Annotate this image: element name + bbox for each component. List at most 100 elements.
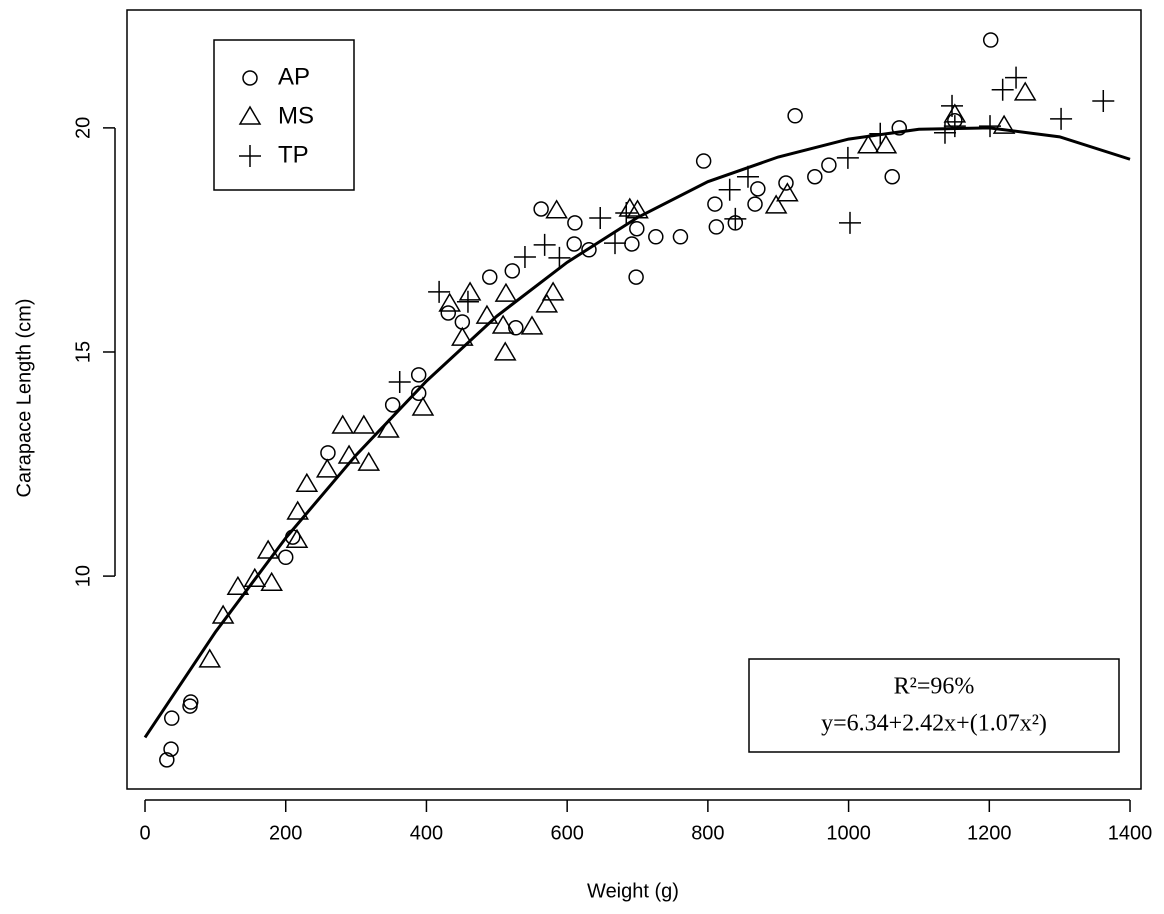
data-point xyxy=(315,458,339,478)
data-point xyxy=(226,575,250,596)
data-point xyxy=(286,500,310,520)
data-point xyxy=(295,472,319,492)
data-point xyxy=(589,206,612,229)
x-tick-label: 600 xyxy=(550,822,583,844)
data-point xyxy=(535,293,559,313)
data-point xyxy=(504,263,521,279)
data-point xyxy=(410,385,427,401)
legend-label: AP xyxy=(278,63,310,90)
data-point xyxy=(482,269,498,285)
data-point xyxy=(475,304,499,324)
data-point xyxy=(626,199,649,219)
data-point xyxy=(718,178,741,201)
data-point xyxy=(624,236,640,252)
legend-label: TP xyxy=(278,141,309,168)
data-point xyxy=(1092,89,1115,112)
data-point xyxy=(724,207,747,230)
x-tick-label: 0 xyxy=(139,822,150,844)
data-point xyxy=(615,202,638,225)
data-point xyxy=(991,78,1014,101)
x-axis-label: Weight (g) xyxy=(587,880,679,902)
data-point xyxy=(438,292,461,312)
y-tick-label: 20 xyxy=(72,117,94,139)
data-point xyxy=(778,175,794,191)
data-point xyxy=(285,529,301,545)
data-point xyxy=(533,201,549,217)
data-point xyxy=(982,32,999,48)
data-point xyxy=(736,165,759,188)
data-point xyxy=(1050,107,1073,130)
data-point xyxy=(604,232,627,255)
data-point xyxy=(979,115,1002,138)
data-point xyxy=(943,115,966,138)
data-point xyxy=(456,290,479,313)
data-point xyxy=(541,281,565,301)
data-point xyxy=(277,549,294,566)
y-tick-label: 15 xyxy=(72,341,94,363)
data-point xyxy=(493,341,517,361)
data-point xyxy=(884,168,900,185)
data-point xyxy=(581,242,597,258)
legend-marker xyxy=(242,70,258,86)
x-tick-label: 1200 xyxy=(967,822,1012,844)
legend-label: MS xyxy=(278,102,314,129)
data-point xyxy=(513,245,536,268)
data-point xyxy=(428,280,451,303)
x-tick-label: 1400 xyxy=(1108,822,1153,844)
data-point xyxy=(992,114,1016,134)
legend-marker xyxy=(239,145,261,167)
legend-marker xyxy=(238,105,262,125)
data-point xyxy=(410,367,427,383)
data-point xyxy=(256,539,280,559)
x-tick-label: 1000 xyxy=(826,822,871,844)
data-point xyxy=(750,181,766,197)
data-point xyxy=(320,445,336,461)
data-point xyxy=(695,153,712,169)
plot-frame xyxy=(126,9,1142,790)
data-point xyxy=(629,220,645,237)
data-point xyxy=(440,305,457,321)
data-point xyxy=(708,219,725,235)
data-point xyxy=(764,194,788,214)
data-point xyxy=(548,246,571,269)
annotation-box xyxy=(748,658,1120,753)
data-point xyxy=(494,282,518,302)
data-point xyxy=(285,528,309,548)
data-point xyxy=(211,604,235,624)
data-point xyxy=(411,396,435,416)
data-point xyxy=(352,414,376,434)
data-point xyxy=(163,741,179,757)
data-point xyxy=(933,121,956,144)
data-point xyxy=(941,94,964,117)
data-point xyxy=(182,694,199,710)
data-point xyxy=(618,197,642,217)
data-point xyxy=(243,567,267,587)
y-tick-label: 10 xyxy=(72,565,94,587)
data-point xyxy=(337,444,361,464)
data-point xyxy=(545,199,568,219)
data-point xyxy=(520,315,544,335)
data-point xyxy=(491,314,515,334)
data-point xyxy=(707,196,723,212)
y-axis-label: Carapace Length (cm) xyxy=(13,299,35,498)
data-point xyxy=(458,281,482,301)
data-point xyxy=(1013,81,1037,101)
data-point xyxy=(451,326,474,346)
data-point xyxy=(787,108,803,124)
data-point xyxy=(377,418,400,438)
data-point xyxy=(807,168,823,185)
data-point xyxy=(331,414,355,434)
annotation: y=6.34+2.42x+(1.07x²) xyxy=(821,711,1047,737)
fit-line xyxy=(143,126,1131,739)
legend xyxy=(213,39,355,191)
data-point xyxy=(357,451,381,471)
data-point xyxy=(567,215,583,231)
data-point xyxy=(388,371,411,394)
data-point xyxy=(869,122,892,145)
data-point xyxy=(628,269,644,285)
data-point xyxy=(533,233,556,256)
data-point xyxy=(159,752,175,768)
x-tick-label: 800 xyxy=(691,822,724,844)
data-point xyxy=(1005,66,1028,89)
